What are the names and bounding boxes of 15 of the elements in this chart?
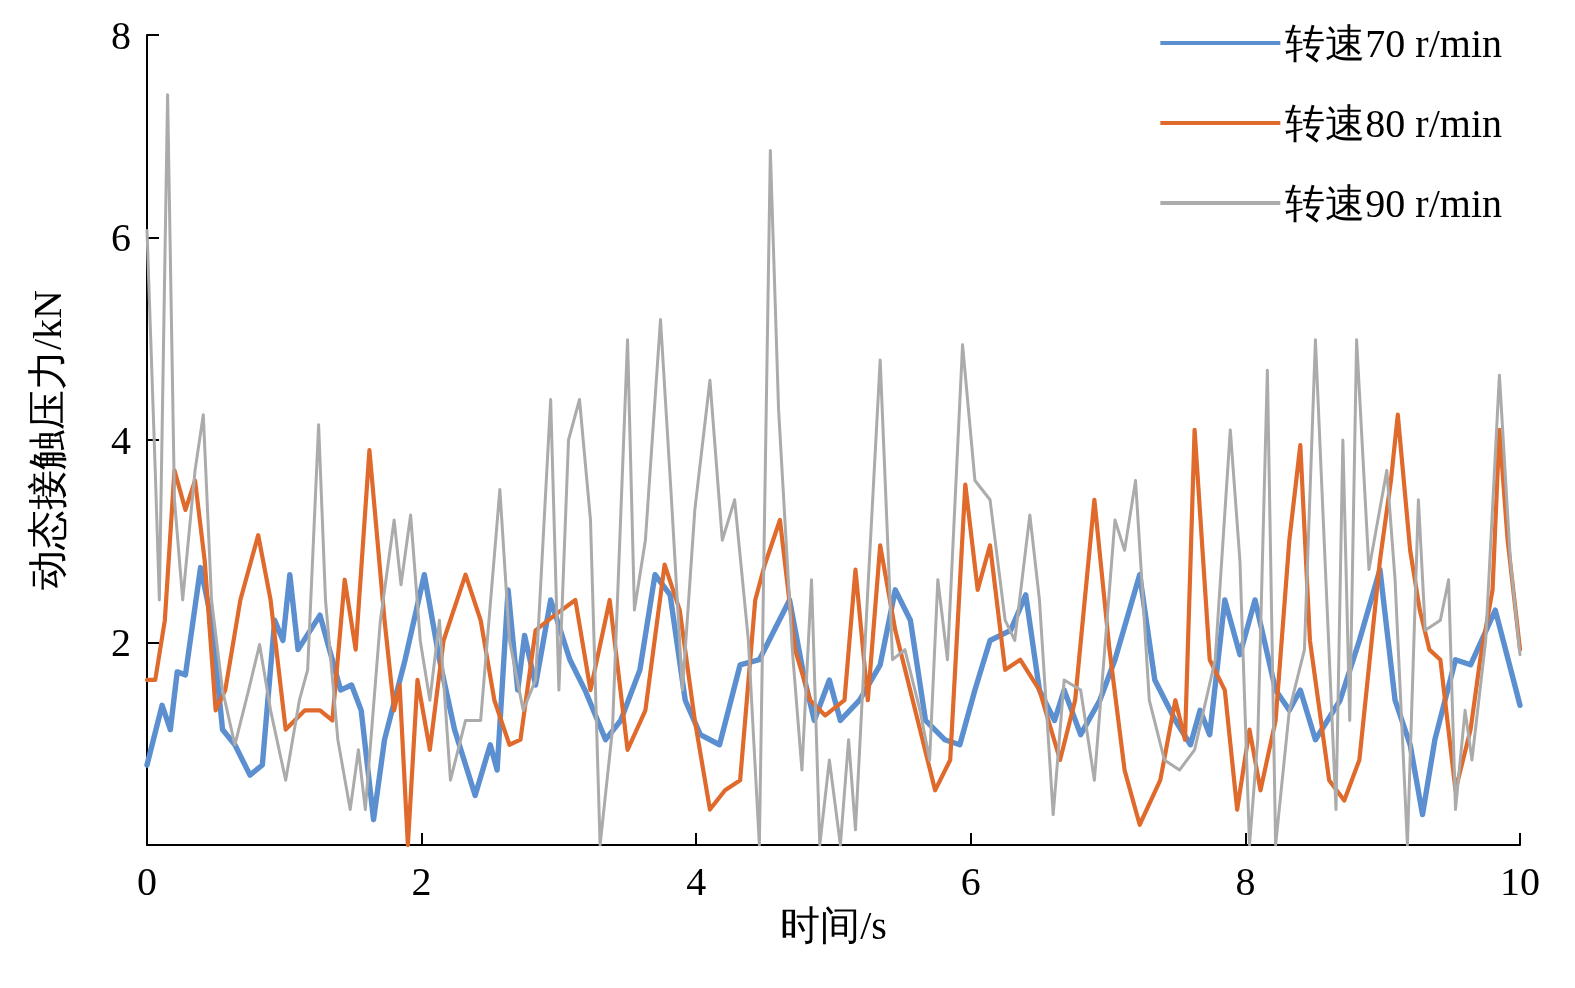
x-tick-label: 0 xyxy=(137,858,157,904)
legend-label: 转速70 r/min xyxy=(1285,20,1503,66)
y-tick-label: 8 xyxy=(111,12,131,58)
y-tick-label: 6 xyxy=(111,215,131,260)
y-axis-title: 动态接触压力/kN xyxy=(24,290,70,590)
legend-label: 转速80 r/min xyxy=(1285,100,1503,146)
y-tick-label: 2 xyxy=(111,620,131,665)
x-tick-label: 4 xyxy=(686,858,707,904)
x-axis-title: 时间/s xyxy=(780,903,887,949)
x-tick-label: 8 xyxy=(1235,858,1256,904)
x-tick-label: 2 xyxy=(411,858,432,904)
y-tick-label: 4 xyxy=(111,417,131,463)
x-tick-label: 6 xyxy=(960,858,981,904)
legend-label: 转速90 r/min xyxy=(1285,180,1503,226)
x-tick-label: 10 xyxy=(1500,858,1540,904)
